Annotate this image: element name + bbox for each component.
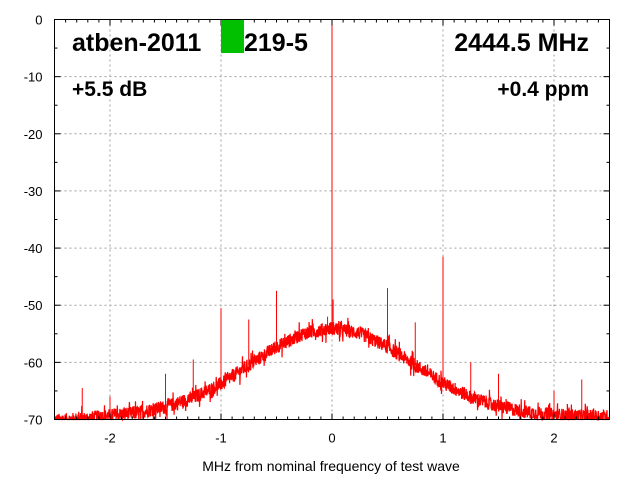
spectrum-series bbox=[54, 19, 611, 422]
x-tick-label: -1 bbox=[215, 431, 227, 446]
y-tick-label: 0 bbox=[35, 13, 42, 28]
y-tick-label: -50 bbox=[24, 298, 43, 313]
noise-trace bbox=[54, 317, 611, 422]
y-tick-label: -40 bbox=[24, 241, 43, 256]
x-tick-label: 0 bbox=[328, 431, 335, 446]
y-tick-label: -30 bbox=[24, 184, 43, 199]
y-tick-label: -20 bbox=[24, 127, 43, 142]
x-tick-label: -2 bbox=[104, 431, 116, 446]
redaction-box bbox=[221, 20, 244, 53]
x-tick-label: 1 bbox=[439, 431, 446, 446]
y-tick-label: -60 bbox=[24, 355, 43, 370]
annotation-ppm: +0.4 ppm bbox=[497, 78, 589, 101]
title-frequency: 2444.5 MHz bbox=[454, 29, 589, 57]
x-axis-label: MHz from nominal frequency of test wave bbox=[202, 458, 460, 474]
title-left-part-2: 219-5 bbox=[244, 29, 308, 57]
x-tick-label: 2 bbox=[550, 431, 557, 446]
y-tick-label: -10 bbox=[24, 70, 43, 85]
annotation-gain: +5.5 dB bbox=[72, 78, 147, 101]
tick-labels: -2 -1 0 1 20-10-20-30-40-50-60-70 bbox=[24, 13, 558, 446]
title-left-part-1: atben-2011 bbox=[72, 29, 201, 57]
y-tick-label: -70 bbox=[24, 413, 43, 428]
minor-ticks bbox=[54, 19, 610, 420]
